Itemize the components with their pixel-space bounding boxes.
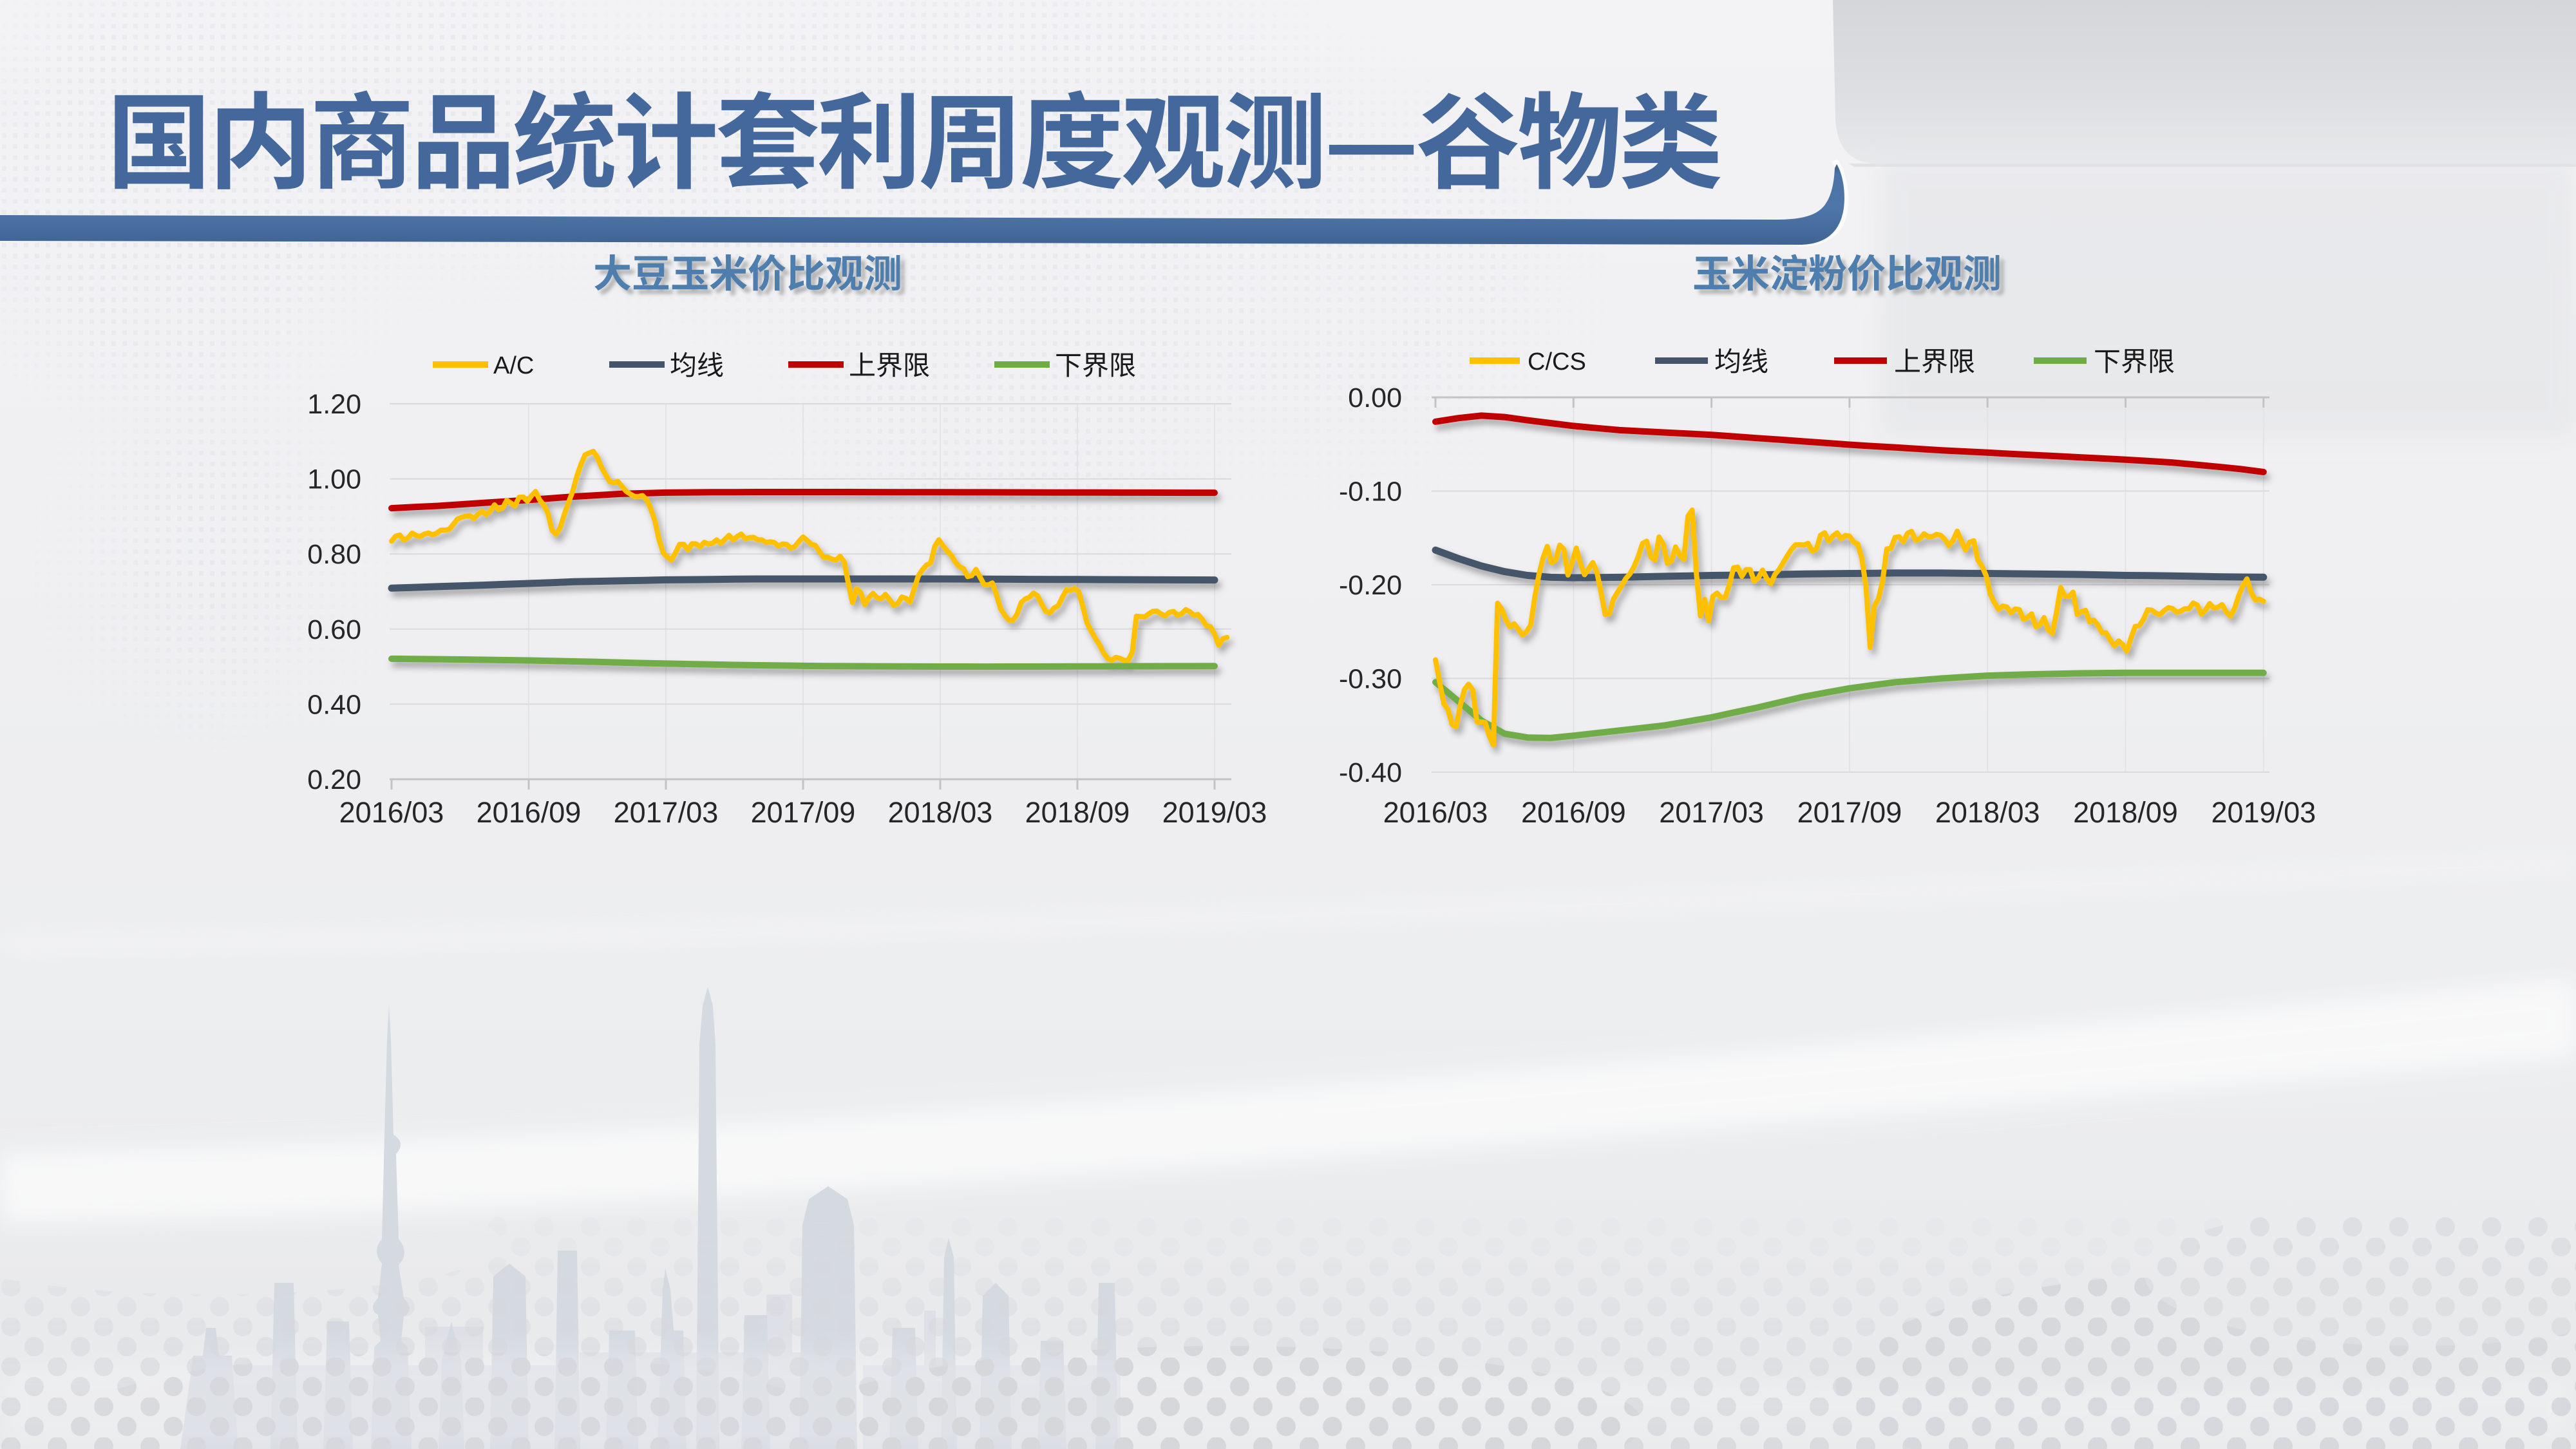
svg-text:2018/03: 2018/03 — [888, 796, 993, 829]
svg-text:1.20: 1.20 — [307, 389, 361, 420]
svg-text:-0.40: -0.40 — [1339, 757, 1402, 788]
svg-text:A/C: A/C — [493, 352, 534, 379]
svg-text:2019/03: 2019/03 — [1162, 796, 1267, 829]
svg-text:2017/03: 2017/03 — [1659, 796, 1764, 829]
svg-text:2018/09: 2018/09 — [1025, 796, 1130, 829]
svg-text:-0.10: -0.10 — [1339, 477, 1402, 507]
svg-text:2016/09: 2016/09 — [477, 796, 582, 829]
svg-text:2017/03: 2017/03 — [614, 796, 719, 829]
svg-text:2017/09: 2017/09 — [751, 796, 856, 829]
svg-text:0.60: 0.60 — [307, 614, 361, 645]
svg-text:2016/03: 2016/03 — [1383, 796, 1488, 829]
svg-text:2016/09: 2016/09 — [1521, 796, 1626, 829]
svg-text:2018/03: 2018/03 — [1935, 796, 2040, 829]
svg-text:2016/03: 2016/03 — [339, 796, 444, 829]
svg-text:-0.20: -0.20 — [1339, 570, 1402, 601]
svg-text:2019/03: 2019/03 — [2211, 796, 2316, 829]
svg-text:0.40: 0.40 — [307, 689, 361, 720]
svg-text:-0.30: -0.30 — [1339, 664, 1402, 695]
svg-text:0.80: 0.80 — [307, 539, 361, 570]
svg-text:2018/09: 2018/09 — [2073, 796, 2178, 829]
svg-text:0.20: 0.20 — [307, 764, 361, 795]
svg-text:1.00: 1.00 — [307, 464, 361, 495]
svg-text:2017/09: 2017/09 — [1797, 796, 1902, 829]
svg-text:C/CS: C/CS — [1528, 348, 1586, 375]
svg-text:0.00: 0.00 — [1348, 383, 1402, 413]
